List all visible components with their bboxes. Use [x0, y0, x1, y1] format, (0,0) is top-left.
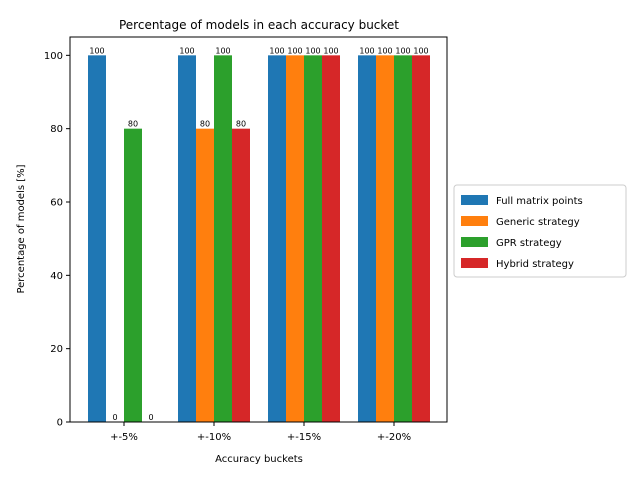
bar-gpr-strategy-3 [394, 55, 412, 422]
legend-entry-label: Hybrid strategy [496, 259, 574, 270]
bar-full-matrix-points-2 [268, 55, 286, 422]
bar-value-label: 100 [323, 46, 338, 55]
legend-entry-label: Full matrix points [496, 196, 583, 207]
y-axis: 0 20 40 60 80 100 [44, 51, 70, 429]
legend-entry-label: Generic strategy [496, 217, 580, 228]
x-tick-label: +-10% [197, 432, 231, 443]
bar-gpr-strategy-0 [124, 128, 142, 422]
bar-hybrid-strategy-2 [322, 55, 340, 422]
bar-value-label: 80 [128, 120, 138, 129]
x-tick-label: +-15% [287, 432, 321, 443]
bar-value-label: 100 [215, 46, 230, 55]
legend-box [453, 184, 627, 278]
bar-value-label: 80 [200, 120, 210, 129]
bar-value-label: 100 [395, 46, 410, 55]
y-tick-label: 0 [57, 418, 63, 429]
legend-swatch [461, 258, 488, 268]
chart-title: Percentage of models in each accuracy bu… [119, 18, 399, 32]
bars-group [88, 55, 430, 422]
bar-value-label: 100 [287, 46, 302, 55]
legend-swatch [461, 237, 488, 247]
bar-value-label: 100 [305, 46, 320, 55]
bar-value-label: 100 [413, 46, 428, 55]
bar-value-label: 100 [89, 46, 104, 55]
y-tick-label: 20 [50, 344, 63, 355]
bar-full-matrix-points-0 [88, 55, 106, 422]
bar-value-label: 80 [236, 120, 246, 129]
y-tick-label: 80 [50, 124, 63, 135]
y-tick-label: 100 [44, 51, 63, 62]
legend-entry-label: GPR strategy [496, 238, 562, 249]
plot-frame [69, 36, 448, 423]
x-axis: +-5% +-10% +-15% +-20% [110, 422, 411, 443]
y-tick-label: 40 [50, 271, 63, 282]
legend-swatch [461, 216, 488, 226]
legend: Full matrix points Generic strategy GPR st… [453, 184, 627, 278]
bar-generic-strategy-3 [376, 55, 394, 422]
y-tick-label: 60 [50, 198, 63, 209]
bar-value-label: 100 [269, 46, 284, 55]
bar-value-label: 0 [112, 413, 117, 422]
legend-swatch [461, 195, 488, 205]
x-tick-label: +-5% [110, 432, 138, 443]
bar-full-matrix-points-3 [358, 55, 376, 422]
bar-full-matrix-points-1 [178, 55, 196, 422]
bar-value-label: 0 [148, 413, 153, 422]
bar-gpr-strategy-2 [304, 55, 322, 422]
bar-value-label: 100 [377, 46, 392, 55]
bar-hybrid-strategy-3 [412, 55, 430, 422]
y-axis-label: Percentage of models [%] [16, 164, 27, 293]
bar-gpr-strategy-1 [214, 55, 232, 422]
bar-generic-strategy-1 [196, 128, 214, 422]
bar-generic-strategy-2 [286, 55, 304, 422]
bar-hybrid-strategy-1 [232, 128, 250, 422]
bar-value-label: 100 [179, 46, 194, 55]
x-tick-label: +-20% [377, 432, 411, 443]
bar-value-label: 100 [359, 46, 374, 55]
x-axis-label: Accuracy buckets [215, 454, 303, 465]
